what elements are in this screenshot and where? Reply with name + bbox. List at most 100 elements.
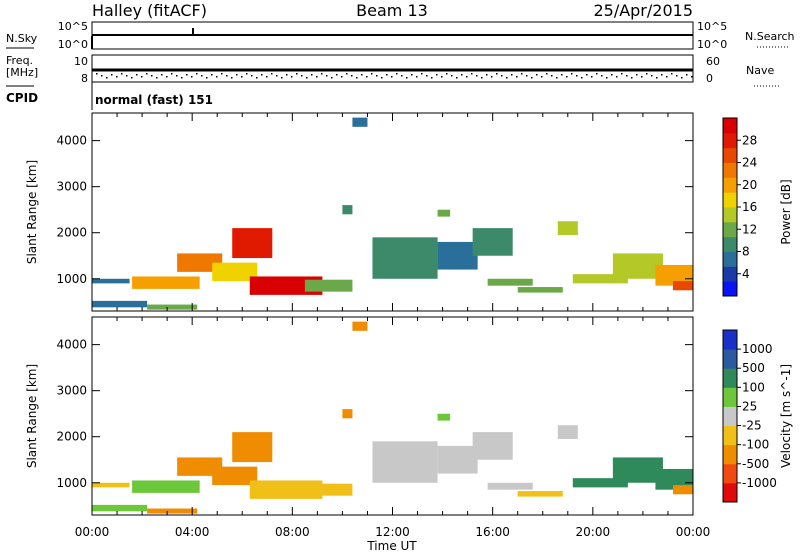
- nave-dot: [486, 74, 488, 76]
- power-range-label-1: 2000: [56, 226, 87, 240]
- power-echo-7: [249, 276, 323, 295]
- power-colorbar-tick-label-6: 4: [742, 267, 750, 281]
- time-tick-label-3: 12:00: [375, 525, 410, 539]
- nave-dot: [336, 74, 338, 76]
- nave-dot: [301, 75, 303, 77]
- power-echo-19: [612, 253, 663, 279]
- nave-dot: [216, 76, 218, 78]
- velocity-echo-20: [655, 468, 693, 490]
- nave-dots: [96, 73, 693, 79]
- nave-dot: [531, 77, 533, 79]
- nave-dot: [631, 77, 633, 79]
- velocity-echo-0: [92, 504, 148, 512]
- nave-dot: [396, 73, 398, 75]
- velocity-colorbar-tick-label-7: -1000: [742, 476, 777, 490]
- velocity-colorbar-tick-label-6: -500: [742, 457, 769, 471]
- velocity-echo-2: [132, 480, 200, 493]
- nave-dot: [291, 76, 293, 78]
- nave-dot: [401, 75, 403, 77]
- velocity-echo-3: [147, 508, 198, 514]
- velocity-colorbar-swatch-7: [723, 349, 737, 369]
- velocity-colorbar-tick-label-3: 25: [742, 399, 757, 413]
- nave-dot: [251, 75, 253, 77]
- velocity-scale-label: Velocity [m s^-1]: [779, 364, 793, 468]
- nave-dot: [511, 74, 513, 76]
- nave-dot: [341, 76, 343, 78]
- nave-dot: [326, 75, 328, 77]
- nave-dot: [146, 73, 148, 75]
- power-colorbar-swatch-1: [723, 266, 737, 282]
- velocity-colorbar-tick-label-5: -100: [742, 438, 769, 452]
- nave-dot: [201, 75, 203, 77]
- nave-dot: [596, 73, 598, 75]
- velocity-colorbar-swatch-6: [723, 368, 737, 388]
- nave-dot: [256, 77, 258, 79]
- nsearch-tick-bottom: 10^0: [697, 38, 727, 51]
- nave-dot: [681, 77, 683, 79]
- station-title: Halley (fitACF): [92, 1, 207, 20]
- velocity-echoes: [92, 321, 693, 514]
- nave-dot: [96, 73, 98, 75]
- power-colorbar-tick-label-5: 8: [742, 245, 750, 259]
- nave-dot: [346, 73, 348, 75]
- power-range-label-0: 1000: [56, 272, 87, 286]
- nave-dot: [116, 76, 118, 78]
- nsky-tick-top: 10^5: [58, 20, 88, 33]
- nave-dot: [471, 73, 473, 75]
- nave-dot: [381, 77, 383, 79]
- velocity-colorbar-tick-label-1: 500: [742, 361, 765, 375]
- velocity-colorbar-tick-label-4: -25: [742, 419, 762, 433]
- power-echo-15: [487, 278, 533, 286]
- nave-dot: [166, 76, 168, 78]
- power-echo-4: [177, 253, 223, 272]
- nave-dot: [601, 75, 603, 77]
- nave-dot: [591, 76, 593, 78]
- nave-dot: [161, 74, 163, 76]
- nave-dot: [226, 75, 228, 77]
- nave-dot: [481, 77, 483, 79]
- power-colorbar-swatch-5: [723, 207, 737, 223]
- nave-dot: [221, 73, 223, 75]
- nave-dot: [516, 76, 518, 78]
- velocity-echo-8: [304, 483, 353, 496]
- nave-dot: [261, 74, 263, 76]
- nave-dot: [331, 77, 333, 79]
- velocity-range-label: Slant Range [km]: [25, 364, 39, 468]
- nave-dot: [181, 77, 183, 79]
- velocity-range-label-1: 2000: [56, 430, 87, 444]
- nave-dot: [521, 73, 523, 75]
- nave-dot: [126, 75, 128, 77]
- freq-tick-top: 10: [74, 55, 88, 68]
- nave-dot: [676, 75, 678, 77]
- power-axes: 1000 2000 3000 4000: [56, 113, 694, 311]
- time-axis: 00:00 04:00 08:00 12:00 16:00 20:00 00:00: [75, 525, 711, 539]
- nave-dot: [546, 73, 548, 75]
- nave-dot: [416, 76, 418, 78]
- nave-dot: [451, 75, 453, 77]
- nave-dot: [111, 74, 113, 76]
- power-colorbar-tick-label-4: 12: [742, 222, 757, 236]
- velocity-echo-13: [437, 445, 478, 474]
- power-panel: 1000 2000 3000 4000 Slant Range [km]: [25, 112, 694, 312]
- power-colorbar-tick-label-3: 16: [742, 200, 757, 214]
- time-tick-label-5: 20:00: [576, 525, 611, 539]
- freq-unit: [MHz]: [6, 66, 38, 79]
- velocity-echo-1: [92, 482, 130, 488]
- nave-dot: [551, 75, 553, 77]
- nave-dot: [196, 73, 198, 75]
- velocity-echo-15: [487, 482, 533, 490]
- nave-dot: [176, 75, 178, 77]
- power-echo-1: [92, 278, 130, 284]
- velocity-echo-18: [572, 478, 628, 488]
- power-colorbar-swatch-4: [723, 221, 737, 238]
- power-colorbar-swatch-11: [723, 118, 737, 134]
- nave-tick-bottom: 0: [706, 72, 713, 85]
- nave-dot: [411, 74, 413, 76]
- power-colorbar-tick-label-1: 24: [742, 156, 757, 170]
- nave-dot: [366, 76, 368, 78]
- nave-dot: [136, 74, 138, 76]
- nave-dot: [156, 77, 158, 79]
- velocity-echo-10: [352, 321, 368, 331]
- velocity-echo-14: [472, 432, 513, 460]
- nave-dot: [121, 73, 123, 75]
